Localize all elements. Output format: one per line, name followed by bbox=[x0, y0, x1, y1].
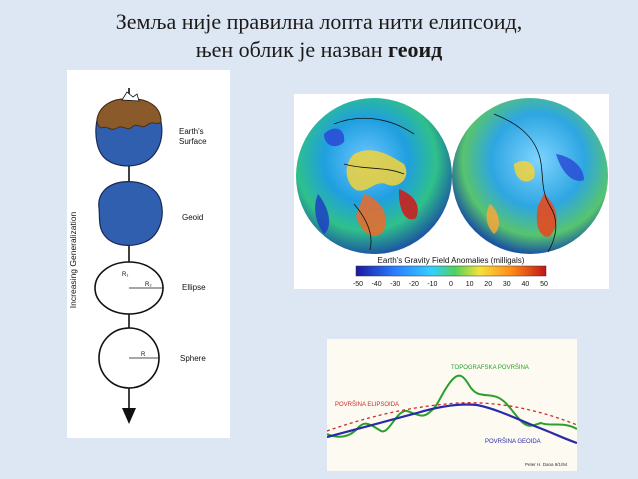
ellipse-label: Ellipse bbox=[182, 283, 206, 292]
topographic-surface-line bbox=[326, 374, 578, 438]
globe-western-hemisphere bbox=[452, 98, 608, 254]
ellipsoid-label: POVRŠINA ELIPSOIDA bbox=[335, 401, 399, 408]
title-line-2-text: њен облик је назван bbox=[195, 37, 388, 62]
colorbar-tick-label: -20 bbox=[409, 281, 419, 288]
colorbar-ticks: -50 -40 -30 -20 -10 0 10 20 30 40 50 bbox=[353, 281, 548, 288]
axis-label: Increasing Generalization bbox=[68, 212, 78, 309]
slide-title: Земља није правилна лопта нити елипсоид,… bbox=[0, 8, 638, 64]
profile-svg: TOPOGRAFSKA POVRŠINA POVRŠINA ELIPSOIDA … bbox=[326, 364, 578, 467]
ellipse-r1-label: R₁ bbox=[122, 272, 128, 278]
colorbar-tick-label: 40 bbox=[522, 281, 530, 288]
gravity-globes-svg: Earth's Gravity Field Anomalies (milliga… bbox=[296, 98, 608, 288]
earth-surface-shape bbox=[95, 91, 163, 167]
title-line-1: Земља није правилна лопта нити елипсоид, bbox=[115, 9, 523, 34]
sphere-label: Sphere bbox=[180, 354, 206, 363]
colorbar-tick-label: 50 bbox=[540, 281, 548, 288]
gravity-anomaly-figure: Earth's Gravity Field Anomalies (milliga… bbox=[294, 94, 609, 289]
title-bold-word: геоид bbox=[388, 37, 443, 62]
colorbar-tick-label: -50 bbox=[353, 281, 363, 288]
gravity-caption: Earth's Gravity Field Anomalies (milliga… bbox=[378, 256, 525, 265]
ellipsoid-surface-line bbox=[326, 402, 578, 432]
globe-eastern-hemisphere bbox=[296, 98, 452, 254]
earth-surface-label-1: Earth's bbox=[179, 127, 204, 136]
geoid-shape bbox=[98, 181, 163, 246]
generalization-svg: Increasing Generalization Earth's Surfac… bbox=[68, 88, 207, 424]
generalization-diagram: Increasing Generalization Earth's Surfac… bbox=[67, 70, 230, 438]
colorbar-tick-label: 0 bbox=[449, 281, 453, 288]
earth-surface-label-2: Surface bbox=[179, 137, 207, 146]
geoid-profile-label: POVRŠINA GEOIDA bbox=[485, 438, 541, 445]
colorbar-tick-label: 20 bbox=[484, 281, 492, 288]
geoid-surface-line bbox=[326, 403, 578, 445]
topographic-label: TOPOGRAFSKA POVRŠINA bbox=[451, 364, 529, 371]
ellipse-r2-label: R₂ bbox=[145, 282, 152, 288]
colorbar-tick-label: -40 bbox=[372, 281, 382, 288]
colorbar-tick-label: 30 bbox=[503, 281, 511, 288]
sphere-r-label: R bbox=[141, 352, 146, 358]
geoid-label: Geoid bbox=[182, 213, 203, 222]
colorbar-tick-label: -30 bbox=[390, 281, 400, 288]
profile-credit: Peter H. Dana 9/1/94 bbox=[525, 462, 568, 467]
colorbar-tick-label: 10 bbox=[466, 281, 474, 288]
title-line-2: њен облик је назван геоид bbox=[0, 36, 638, 64]
gravity-colorbar bbox=[355, 265, 547, 277]
generalization-arrowhead bbox=[122, 408, 136, 424]
colorbar-tick-label: -10 bbox=[427, 281, 437, 288]
surface-profile-figure: TOPOGRAFSKA POVRŠINA POVRŠINA ELIPSOIDA … bbox=[326, 339, 578, 471]
